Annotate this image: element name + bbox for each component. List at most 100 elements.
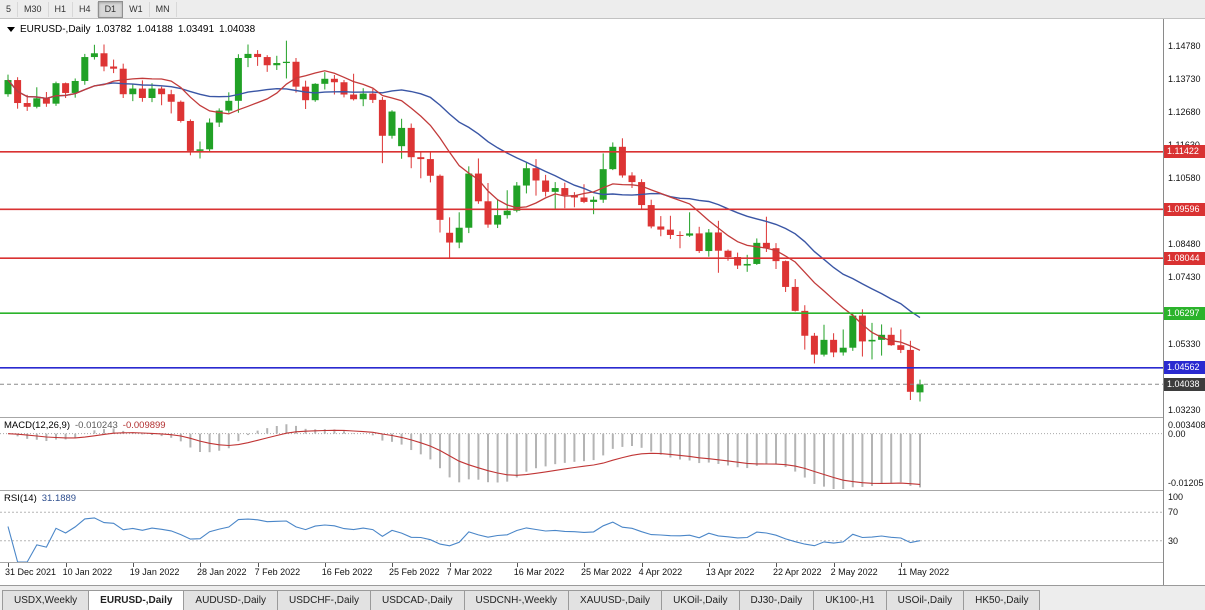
- ohlc-high: 1.04188: [136, 24, 173, 35]
- chart-tab-ukoil-daily[interactable]: UKOil-,Daily: [661, 590, 740, 610]
- timeframe-button-w1[interactable]: W1: [123, 1, 150, 17]
- ohlc-low: 1.03491: [177, 24, 215, 35]
- chart-tab-dj30-daily[interactable]: DJ30-,Daily: [738, 590, 815, 610]
- chart-symbol-label: EURUSD-,Daily: [20, 24, 91, 35]
- macd-name: MACD(12,26,9): [4, 420, 70, 431]
- time-axis-label: 4 Apr 2022: [638, 567, 683, 577]
- chart-tab-usdcnh-weekly[interactable]: USDCNH-,Weekly: [463, 590, 570, 610]
- price-axis-label: 1.13730: [1168, 74, 1201, 85]
- timeframe-button-h4[interactable]: H4: [73, 1, 98, 17]
- level-price-badge: 1.08044: [1164, 251, 1205, 265]
- level-price-badge: 1.09596: [1164, 202, 1205, 216]
- time-axis-tick: [641, 563, 643, 567]
- time-axis-tick: [65, 563, 67, 567]
- time-axis-tick: [516, 563, 518, 567]
- time-axis-tick: [132, 563, 134, 567]
- time-axis-tick: [8, 563, 9, 567]
- chart-tab-audusd-daily[interactable]: AUDUSD-,Daily: [183, 590, 278, 610]
- timeframe-button-m30[interactable]: M30: [18, 1, 49, 17]
- chart-tab-hk50-daily[interactable]: HK50-,Daily: [963, 590, 1041, 610]
- time-axis-tick: [257, 563, 259, 567]
- price-axis-label: 1.08480: [1168, 239, 1201, 250]
- chart-tab-usdchf-daily[interactable]: USDCHF-,Daily: [276, 590, 371, 610]
- rsi-line: [7, 517, 921, 563]
- macd-axis-label: 0.003408: [1168, 420, 1205, 430]
- time-axis-tick: [584, 563, 585, 567]
- rsi-timeaxis-splitter[interactable]: [0, 562, 1205, 563]
- ma-slow-line: [7, 79, 921, 319]
- chart-tab-uk100-h1[interactable]: UK100-,H1: [813, 590, 887, 610]
- rsi-value: 31.1889: [41, 493, 77, 504]
- current-price-badge: 1.04038: [1164, 377, 1205, 391]
- time-axis-tick: [324, 563, 326, 567]
- macd-label: MACD(12,26,9) -0.010243 -0.009899: [4, 420, 166, 431]
- chart-tab-usoil-daily[interactable]: USOil-,Daily: [885, 590, 965, 610]
- time-axis-label: 10 Jan 2022: [62, 567, 113, 577]
- price-axis-label: 1.05330: [1168, 338, 1201, 349]
- chart-tab-xauusd-daily[interactable]: XAUUSD-,Daily: [568, 590, 663, 610]
- macd-axis-label: -0.01205: [1168, 478, 1204, 488]
- chart-tab-usdcad-daily[interactable]: USDCAD-,Daily: [369, 590, 465, 610]
- time-axis-tick: [900, 563, 902, 567]
- macd-signal-value: -0.009899: [122, 420, 166, 431]
- time-axis-label: 7 Feb 2022: [254, 567, 301, 577]
- timeframe-toolbar: 5 M30 H1 H4 D1 W1 MN: [0, 0, 1205, 19]
- macd-axis-label: 0.00: [1168, 428, 1186, 439]
- timeframe-button-mn[interactable]: MN: [150, 1, 177, 17]
- time-axis-label: 22 Apr 2022: [773, 567, 822, 577]
- macd-main-value: -0.010243: [75, 420, 118, 431]
- time-axis-tick: [392, 563, 393, 567]
- time-axis-label: 11 May 2022: [897, 567, 950, 577]
- time-axis-label: 2 May 2022: [830, 567, 878, 577]
- time-axis-label: 13 Apr 2022: [705, 567, 755, 577]
- level-price-badge: 1.04562: [1164, 361, 1205, 375]
- chart-tab-bar: USDX,Weekly EURUSD-,Daily AUDUSD-,Daily USD…: [0, 585, 1205, 610]
- rsi-name: RSI(14): [4, 493, 37, 504]
- ma-fast-line: [7, 70, 921, 351]
- price-axis-label: 1.11630: [1168, 140, 1200, 150]
- rsi-level-lines: [0, 511, 1163, 542]
- time-axis-label: 16 Mar 2022: [513, 567, 565, 577]
- rsi-axis-label: 30: [1168, 535, 1179, 546]
- rsi-axis-label: 100: [1168, 492, 1184, 502]
- candlesticks: [4, 40, 924, 402]
- main-macd-splitter[interactable]: [0, 417, 1205, 418]
- time-axis-tick: [200, 563, 201, 567]
- price-axis[interactable]: 1.14780 1.13730 1.12680 1.11630 1.10580 1.084…: [1163, 18, 1205, 585]
- time-axis-tick: [833, 563, 835, 567]
- price-axis-label: 1.12680: [1168, 107, 1201, 118]
- price-axis-label: 1.03230: [1168, 404, 1201, 415]
- macd-signal-line: [7, 429, 921, 485]
- symbol-marker-icon: [7, 27, 15, 32]
- chart-canvas[interactable]: [0, 0, 1163, 585]
- level-lines: [0, 150, 1163, 369]
- price-axis-label: 1.10580: [1168, 173, 1201, 184]
- macd-rsi-splitter[interactable]: [0, 490, 1205, 491]
- time-axis-label: 28 Jan 2022: [197, 567, 247, 577]
- level-price-badge: 1.11422: [1164, 145, 1205, 159]
- time-axis[interactable]: 31 Dec 2021 10 Jan 2022 19 Jan 2022 28 Jan …: [0, 563, 1163, 585]
- time-axis-tick: [708, 563, 710, 567]
- ohlc-open: 1.03782: [95, 24, 132, 35]
- rsi-axis-label: 70: [1168, 507, 1179, 518]
- price-axis-label: 1.07430: [1168, 272, 1201, 283]
- chart-tab-usdx-weekly[interactable]: USDX,Weekly: [2, 590, 90, 610]
- chart-header: EURUSD-,Daily 1.03782 1.04188 1.03491 1.…: [7, 24, 255, 35]
- timeframe-button-5[interactable]: 5: [0, 1, 19, 17]
- price-axis-label: 1.14780: [1168, 41, 1201, 52]
- time-axis-label: 7 Mar 2022: [446, 567, 493, 577]
- timeframe-button-h1[interactable]: H1: [49, 1, 74, 17]
- chart-tab-eurusd-daily[interactable]: EURUSD-,Daily: [88, 590, 185, 610]
- time-axis-label: 19 Jan 2022: [129, 567, 180, 577]
- time-axis-tick: [776, 563, 777, 567]
- time-axis-label: 16 Feb 2022: [321, 567, 373, 577]
- level-price-badge: 1.06297: [1164, 306, 1205, 320]
- rsi-label: RSI(14) 31.1889: [4, 493, 76, 504]
- time-axis-label: 25 Feb 2022: [389, 567, 440, 577]
- time-axis-label: 31 Dec 2021: [5, 567, 57, 577]
- time-axis-label: 25 Mar 2022: [581, 567, 632, 577]
- ohlc-close: 1.04038: [219, 24, 256, 35]
- time-axis-tick: [449, 563, 451, 567]
- timeframe-button-d1[interactable]: D1: [97, 0, 124, 18]
